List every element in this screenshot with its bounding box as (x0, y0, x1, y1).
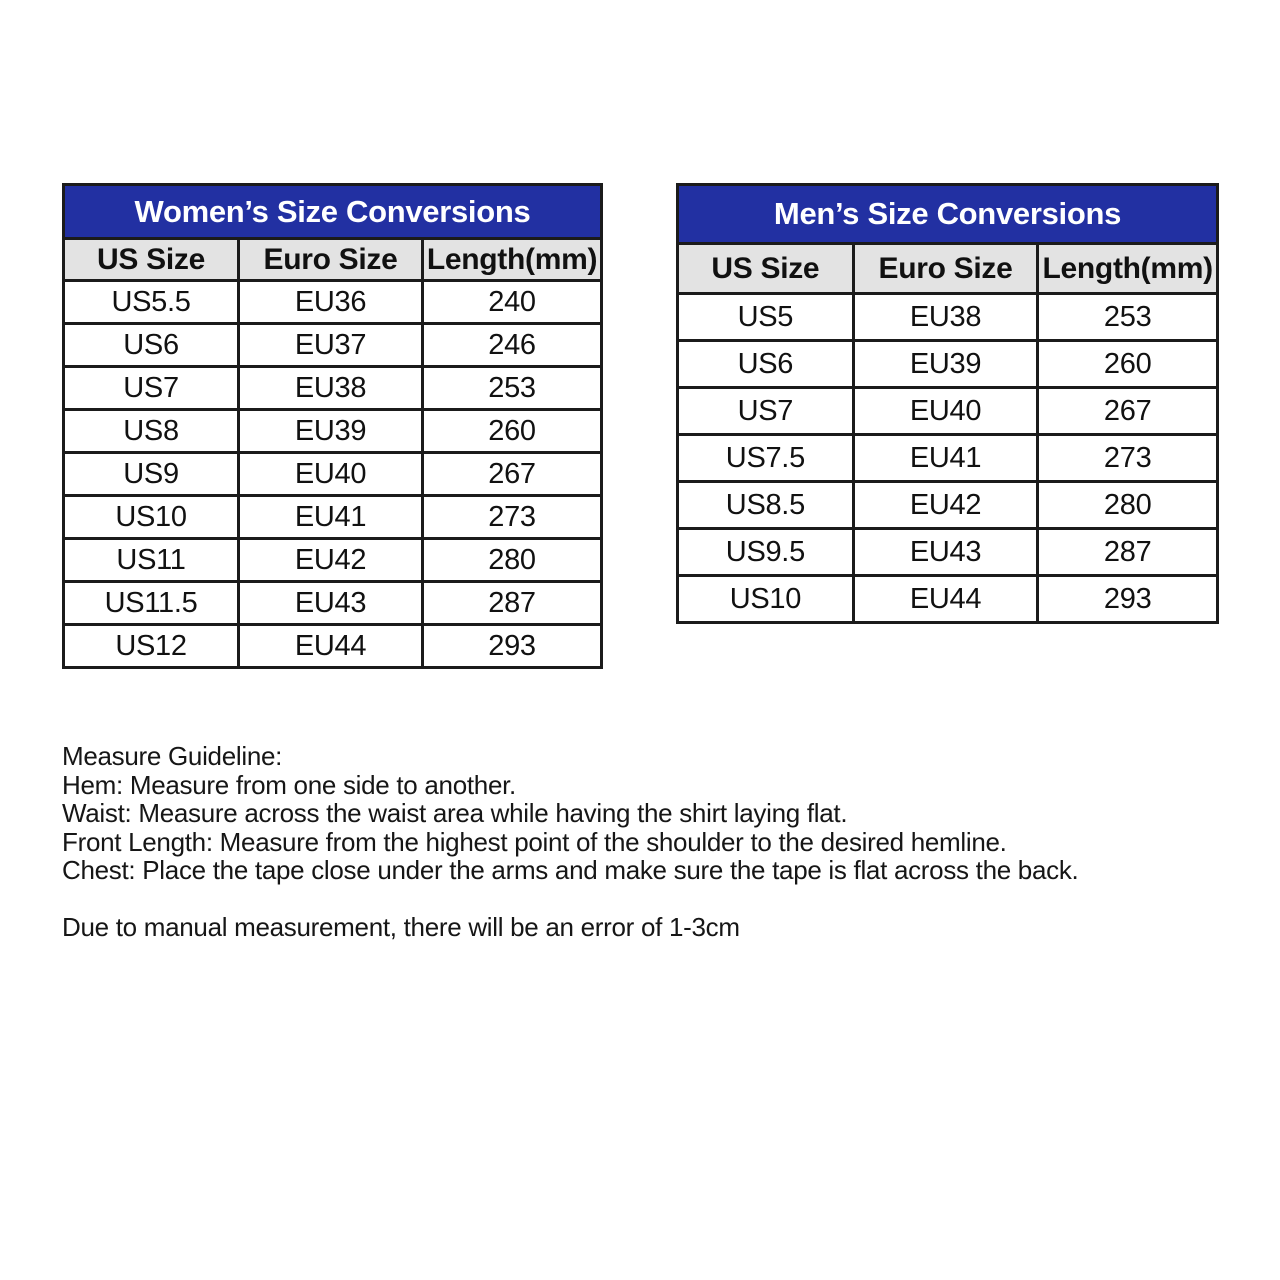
measure-guideline: Measure Guideline: Hem: Measure from one… (62, 741, 1079, 942)
us-size-cell: US8 (65, 411, 238, 451)
us-size-cell: US9 (65, 454, 238, 494)
us-size-cell: US7 (65, 368, 238, 408)
us-size-cell: US10 (65, 497, 238, 537)
euro-size-cell: EU43 (854, 530, 1037, 574)
us-size-cell: US9.5 (679, 530, 852, 574)
us-size-cell: US7.5 (679, 436, 852, 480)
euro-size-cell: EU37 (240, 325, 421, 365)
mens-size-table: Men’s Size Conversions US Size Euro Size… (676, 183, 1219, 624)
mens-table-grid: US Size Euro Size Length(mm) US5 EU38 25… (679, 245, 1216, 621)
womens-size-table: Women’s Size Conversions US Size Euro Si… (62, 183, 603, 669)
length-cell: 293 (423, 626, 600, 666)
us-size-cell: US6 (679, 342, 852, 386)
length-cell: 240 (423, 282, 600, 322)
us-size-cell: US11.5 (65, 583, 238, 623)
us-size-cell: US11 (65, 540, 238, 580)
euro-size-cell: EU39 (854, 342, 1037, 386)
length-cell: 267 (423, 454, 600, 494)
column-header-us-size: US Size (679, 245, 852, 292)
length-cell: 260 (423, 411, 600, 451)
length-cell: 267 (1039, 389, 1216, 433)
euro-size-cell: EU44 (854, 577, 1037, 621)
column-header-length: Length(mm) (423, 240, 600, 279)
mens-table-title: Men’s Size Conversions (679, 186, 1216, 242)
us-size-cell: US7 (679, 389, 852, 433)
length-cell: 253 (1039, 295, 1216, 339)
euro-size-cell: EU38 (240, 368, 421, 408)
euro-size-cell: EU40 (240, 454, 421, 494)
column-header-euro-size: Euro Size (854, 245, 1037, 292)
euro-size-cell: EU36 (240, 282, 421, 322)
euro-size-cell: EU41 (854, 436, 1037, 480)
euro-size-cell: EU43 (240, 583, 421, 623)
euro-size-cell: EU44 (240, 626, 421, 666)
length-cell: 260 (1039, 342, 1216, 386)
euro-size-cell: EU38 (854, 295, 1037, 339)
womens-table-grid: US Size Euro Size Length(mm) US5.5 EU36 … (65, 240, 600, 666)
length-cell: 287 (1039, 530, 1216, 574)
euro-size-cell: EU41 (240, 497, 421, 537)
column-header-length: Length(mm) (1039, 245, 1216, 292)
us-size-cell: US5 (679, 295, 852, 339)
us-size-cell: US6 (65, 325, 238, 365)
length-cell: 253 (423, 368, 600, 408)
euro-size-cell: EU39 (240, 411, 421, 451)
length-cell: 246 (423, 325, 600, 365)
length-cell: 287 (423, 583, 600, 623)
us-size-cell: US5.5 (65, 282, 238, 322)
us-size-cell: US10 (679, 577, 852, 621)
guideline-line-front-length: Front Length: Measure from the highest p… (62, 826, 1007, 857)
guideline-line-waist: Waist: Measure across the waist area whi… (62, 798, 848, 828)
euro-size-cell: EU40 (854, 389, 1037, 433)
guideline-line-chest: Chest: Place the tape close under the ar… (62, 855, 1079, 885)
euro-size-cell: EU42 (240, 540, 421, 580)
womens-table-title: Women’s Size Conversions (65, 186, 600, 237)
column-header-euro-size: Euro Size (240, 240, 421, 279)
euro-size-cell: EU42 (854, 483, 1037, 527)
guideline-heading: Measure Guideline: (62, 741, 283, 771)
length-cell: 273 (423, 497, 600, 537)
length-cell: 293 (1039, 577, 1216, 621)
us-size-cell: US12 (65, 626, 238, 666)
column-header-us-size: US Size (65, 240, 238, 279)
us-size-cell: US8.5 (679, 483, 852, 527)
measurement-error-note: Due to manual measurement, there will be… (62, 911, 740, 942)
guideline-line-hem: Hem: Measure from one side to another. (62, 769, 516, 800)
length-cell: 273 (1039, 436, 1216, 480)
length-cell: 280 (423, 540, 600, 580)
length-cell: 280 (1039, 483, 1216, 527)
